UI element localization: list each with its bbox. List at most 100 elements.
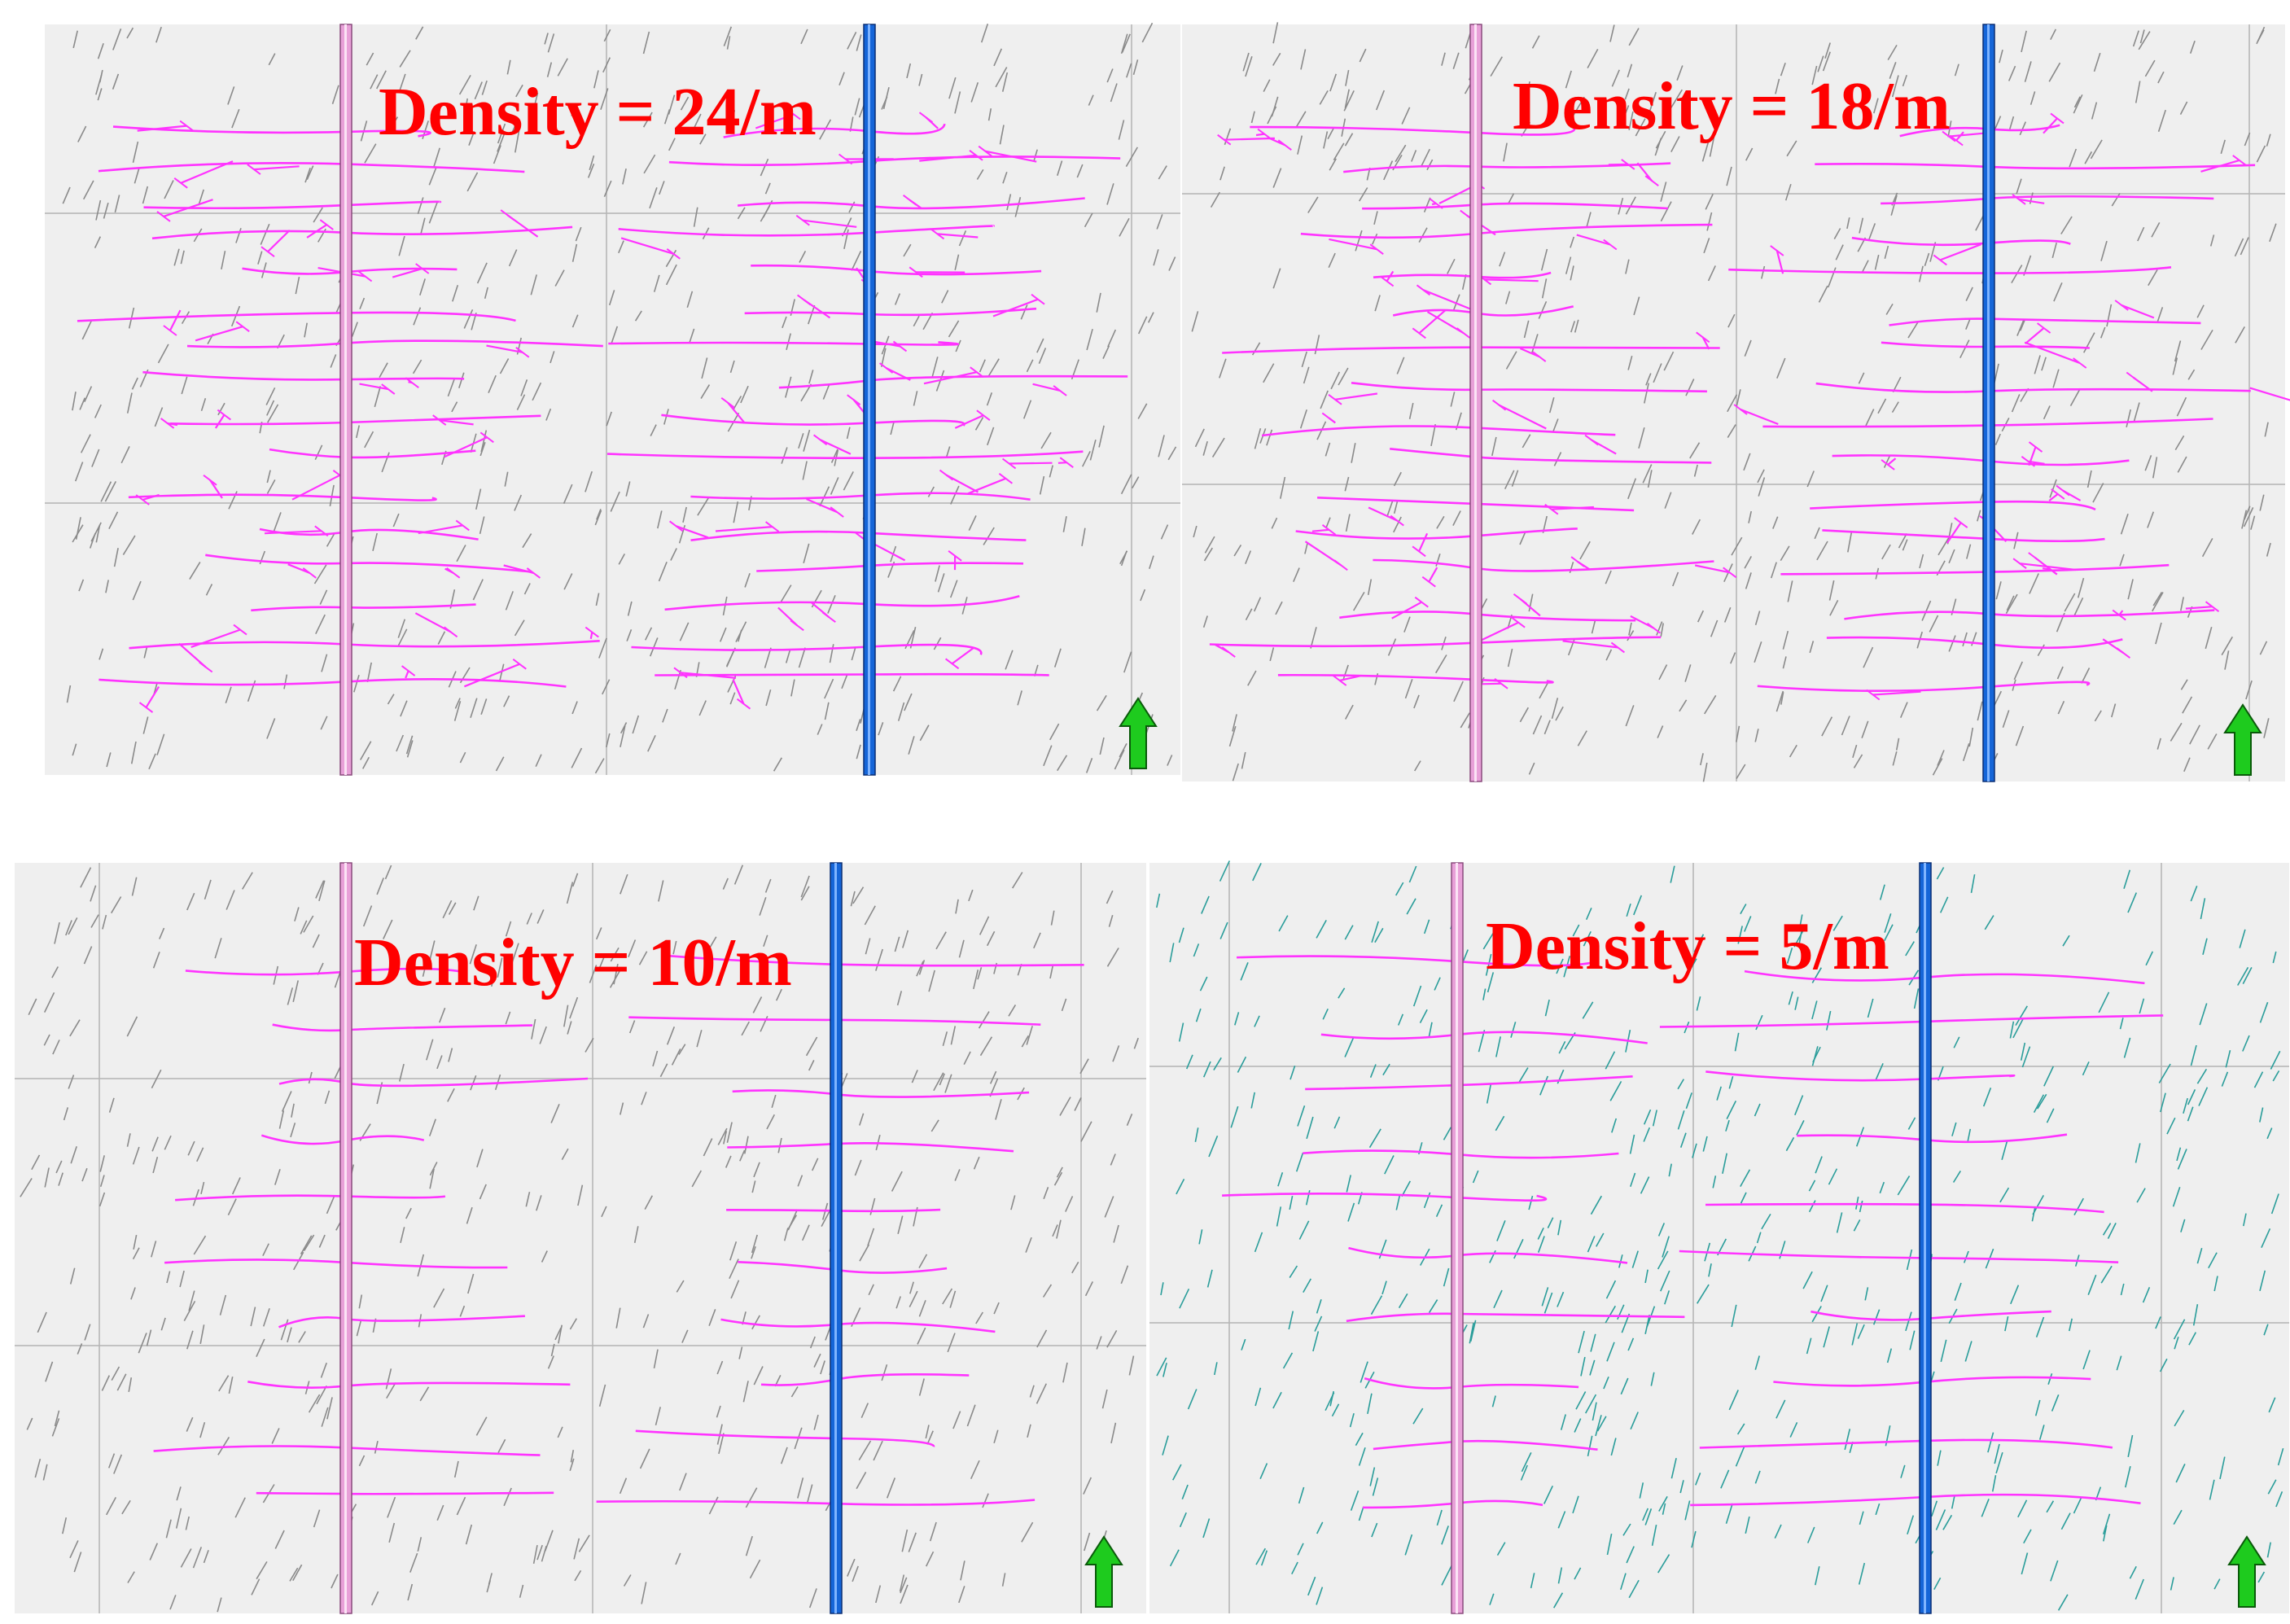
natural-fracture	[2013, 661, 2024, 681]
natural-fracture	[1553, 1592, 1564, 1609]
natural-fracture	[1113, 1224, 1119, 1243]
hydraulic-fracture-branch	[142, 493, 160, 501]
natural-fracture	[1884, 245, 1889, 260]
natural-fracture	[1085, 758, 1093, 773]
natural-fracture	[986, 392, 993, 406]
natural-fracture	[1344, 1036, 1355, 1057]
natural-fracture	[858, 1440, 872, 1461]
hydraulic-fracture-tick	[1584, 434, 1599, 446]
natural-fracture	[81, 320, 93, 340]
natural-fracture	[1552, 418, 1559, 433]
natural-fracture	[859, 1244, 870, 1262]
hydraulic-fracture	[256, 1491, 554, 1495]
hydraulic-fracture	[1728, 266, 2172, 274]
natural-fracture	[1167, 755, 1173, 766]
natural-fracture	[2019, 319, 2025, 331]
natural-fracture	[522, 533, 532, 549]
hydraulic-fracture-tick	[902, 195, 917, 206]
natural-fracture	[1702, 762, 1708, 782]
natural-fracture	[1263, 363, 1275, 383]
hydraulic-fracture-tick	[998, 472, 1014, 484]
natural-fracture	[2073, 1197, 2085, 1215]
natural-fracture	[993, 1302, 1000, 1315]
natural-fracture	[1586, 212, 1592, 229]
natural-fracture	[2242, 1035, 2250, 1052]
natural-fracture	[1811, 967, 1822, 983]
natural-fracture	[723, 1131, 728, 1145]
hydraulic-fracture-tick	[401, 665, 416, 676]
natural-fracture	[1179, 1512, 1187, 1528]
natural-fracture	[2179, 101, 2188, 115]
natural-fracture	[227, 86, 235, 105]
natural-fracture	[1822, 51, 1831, 72]
hydraulic-fracture-branch	[1334, 392, 1378, 401]
natural-fracture	[2103, 1525, 2108, 1542]
natural-fracture	[387, 694, 395, 705]
natural-fracture	[235, 227, 242, 243]
natural-fracture	[868, 1284, 874, 1296]
natural-fracture	[70, 1146, 77, 1164]
natural-fracture	[1970, 873, 1976, 894]
hydraulic-fracture-tick	[2126, 371, 2140, 383]
natural-fracture	[913, 315, 920, 327]
natural-fracture	[1963, 1250, 1969, 1263]
natural-fracture	[1916, 631, 1923, 649]
natural-fracture	[2049, 479, 2057, 498]
natural-fracture	[1250, 1092, 1255, 1109]
natural-fracture	[1796, 1120, 1805, 1136]
hydraulic-fracture	[278, 1077, 589, 1088]
natural-fracture	[670, 548, 677, 561]
hydraulic-fracture-tick	[2051, 488, 2065, 500]
hydraulic-fracture-branch	[2025, 327, 2045, 345]
natural-fracture	[1163, 1363, 1167, 1377]
hydraulic-fracture	[272, 1023, 533, 1032]
right-well-highlight	[1924, 863, 1926, 1613]
north-arrow-icon	[1119, 697, 1158, 769]
natural-fracture	[360, 741, 372, 760]
natural-fracture	[595, 927, 602, 940]
natural-fracture	[665, 264, 677, 286]
natural-fracture	[1408, 865, 1417, 883]
hydraulic-fracture-branch	[992, 298, 1039, 317]
natural-fracture	[1851, 1323, 1859, 1346]
natural-fracture	[1531, 35, 1540, 49]
natural-fracture	[979, 916, 990, 935]
natural-fracture	[1907, 322, 1919, 339]
hydraulic-fracture-branch	[923, 371, 978, 385]
natural-fracture	[926, 1430, 934, 1445]
panel-4: Density = 5/m	[1149, 860, 2289, 1614]
natural-fracture	[1736, 764, 1746, 780]
natural-fracture	[808, 1588, 817, 1609]
natural-fracture	[567, 1021, 572, 1035]
natural-fracture	[1491, 436, 1497, 457]
natural-fracture	[1789, 1421, 1798, 1438]
natural-fracture	[374, 1441, 379, 1454]
natural-fracture	[2005, 593, 2018, 615]
natural-fracture	[718, 1433, 725, 1455]
natural-fracture	[132, 1247, 140, 1260]
natural-fracture	[1505, 291, 1511, 304]
natural-fracture	[1761, 265, 1766, 279]
natural-fracture	[2257, 29, 2265, 42]
natural-fracture	[708, 1309, 716, 1326]
natural-fracture	[657, 510, 663, 529]
natural-fracture	[266, 470, 271, 484]
natural-fracture	[2213, 1276, 2218, 1292]
natural-fracture	[671, 1048, 681, 1066]
natural-fracture	[1574, 319, 1579, 333]
hydraulic-fracture-tick	[1866, 689, 1881, 701]
hydraulic-fracture-tick	[1369, 243, 1384, 256]
natural-fracture	[2093, 52, 2101, 72]
natural-fracture	[1057, 755, 1068, 772]
natural-fracture	[1679, 1132, 1687, 1148]
natural-fracture	[1555, 706, 1564, 721]
natural-fracture	[1789, 744, 1797, 758]
natural-fracture	[1367, 1393, 1373, 1415]
natural-fracture	[800, 886, 810, 901]
natural-fracture	[1939, 896, 1949, 913]
natural-fracture	[1570, 236, 1575, 248]
natural-fracture	[1858, 1562, 1866, 1585]
natural-fracture	[1344, 89, 1350, 108]
natural-fracture	[1056, 1167, 1063, 1178]
natural-fracture	[132, 580, 142, 601]
